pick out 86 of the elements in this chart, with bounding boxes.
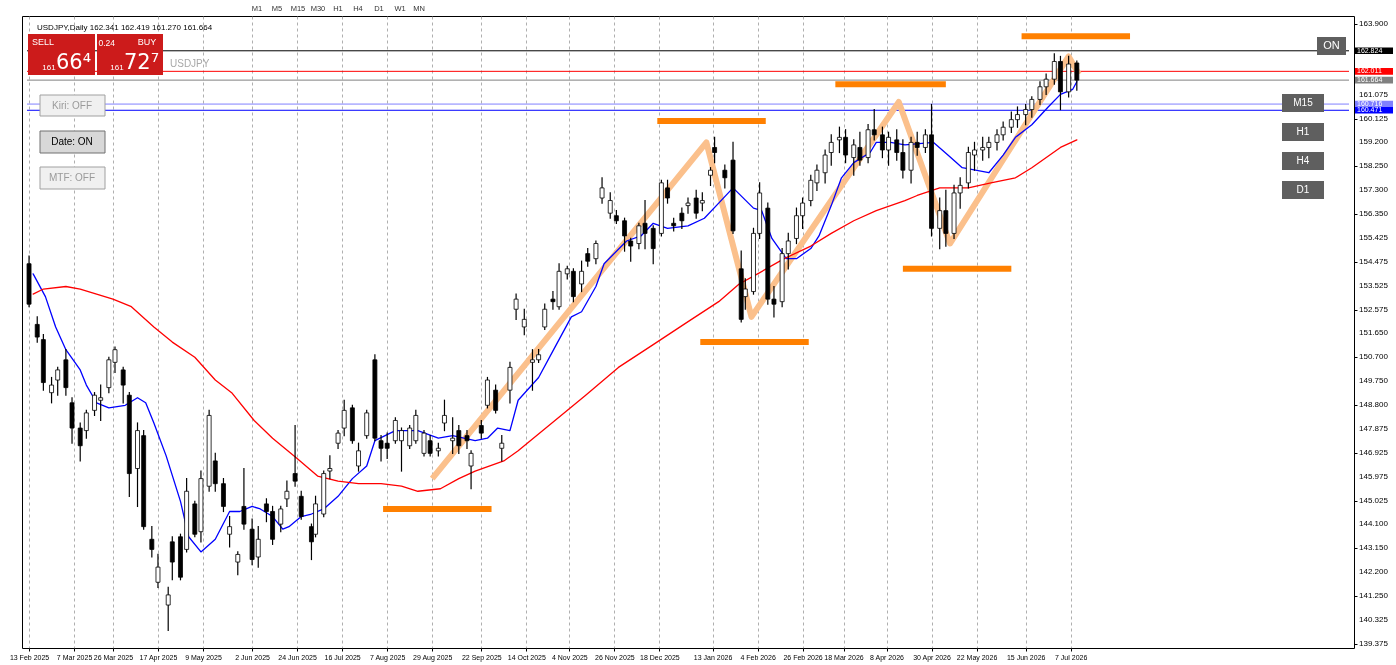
y-tick-label: 157.300 — [1359, 185, 1389, 195]
y-tick-label: 141.250 — [1359, 591, 1389, 601]
y-tick-label: 143.150 — [1359, 543, 1389, 553]
annotation: 0.24 — [98, 37, 116, 48]
candlestick — [507, 361, 513, 404]
candlestick — [628, 237, 634, 262]
y-tick-label: 156.350 — [1359, 209, 1389, 219]
y-tick-label: 152.575 — [1359, 304, 1389, 314]
candlestick — [169, 536, 175, 581]
candlestick — [298, 490, 304, 520]
candlestick — [165, 586, 171, 631]
candlestick — [442, 399, 447, 432]
candlestick — [607, 192, 613, 219]
annotation: 66⁴ — [56, 50, 92, 74]
y-tick-label: 150.700 — [1359, 352, 1389, 362]
candlestick — [499, 435, 505, 462]
y-tick-label: 148.800 — [1359, 400, 1389, 410]
candlestick — [650, 225, 656, 265]
y-tick-label: 163.900 — [1359, 18, 1389, 28]
candlestick — [155, 553, 161, 588]
y-tick-label: 144.100 — [1359, 519, 1389, 529]
y-tick-label: 142.200 — [1359, 567, 1389, 577]
y-tick-label: 151.650 — [1359, 328, 1389, 338]
annotation: 161 — [42, 63, 57, 72]
candlestick — [464, 429, 470, 449]
candlestick — [341, 399, 347, 437]
y-tick-label: 139.375 — [1359, 638, 1389, 648]
candlestick — [34, 316, 40, 343]
candlestick — [364, 409, 370, 439]
candlestick — [356, 442, 361, 472]
candlestick — [149, 526, 155, 558]
y-tick-label: 149.750 — [1359, 376, 1389, 386]
candlestick — [579, 260, 584, 293]
candlestick — [227, 515, 232, 548]
y-tick-label: 146.925 — [1359, 447, 1389, 457]
y-tick-label: 145.975 — [1359, 471, 1389, 481]
y-tick-label: 161.075 — [1359, 90, 1389, 99]
candlestick — [55, 366, 61, 396]
y-tick-label: 160.125 — [1359, 114, 1389, 124]
candlestick — [822, 149, 828, 184]
y-tick-label: 147.875 — [1359, 423, 1389, 433]
y-tick-label: 154.475 — [1359, 256, 1389, 266]
annotation: USDJPY — [170, 58, 210, 69]
candlestick — [542, 303, 548, 331]
candlestick — [284, 480, 290, 508]
candlestick — [521, 308, 527, 336]
annotation: Kiri: OFF — [52, 100, 92, 111]
candlestick — [278, 505, 284, 533]
annotation: H4 — [1296, 155, 1310, 166]
annotation: M15 — [1293, 97, 1314, 108]
line-series — [32, 139, 1078, 492]
annotation: SELL — [31, 37, 55, 47]
y-tick-label: 153.525 — [1359, 280, 1389, 290]
candlestick — [468, 450, 474, 490]
candlestick — [712, 136, 717, 164]
annotation: BUY — [137, 37, 157, 47]
candlestick — [120, 366, 126, 404]
y-tick-label: 159.200 — [1359, 137, 1389, 147]
candlestick — [327, 455, 333, 480]
candlestick — [513, 293, 519, 320]
candlestick — [221, 478, 226, 513]
y-tick-label: 158.250 — [1359, 161, 1389, 171]
annotation: 161 — [110, 63, 125, 72]
annotation: Date: ON — [51, 136, 93, 147]
y-tick-label: 155.425 — [1359, 232, 1389, 242]
candlestick — [722, 164, 728, 189]
candlestick — [622, 217, 627, 252]
candlestick — [241, 467, 247, 530]
candlestick — [685, 197, 691, 214]
y-tick-label: 140.325 — [1359, 614, 1389, 624]
annotation: H1 — [1296, 126, 1310, 137]
candlestick — [292, 424, 298, 487]
y-tick-label: 145.025 — [1359, 495, 1389, 505]
annotation: D1 — [1296, 184, 1310, 195]
annotation: ON — [1323, 39, 1340, 51]
candlestick — [493, 384, 499, 414]
annotation: 72⁷ — [124, 50, 160, 74]
candlestick — [599, 177, 605, 204]
candlestick — [828, 134, 834, 166]
candlestick — [679, 207, 685, 229]
candlestick — [235, 551, 241, 576]
candlestick — [593, 240, 599, 265]
candlestick — [1074, 60, 1080, 91]
annotation: MTF: OFF — [48, 172, 96, 183]
candlestick — [49, 376, 54, 404]
text: USDJPY,Daily 162.341 162.419 161.270 161.664 — [37, 23, 213, 32]
